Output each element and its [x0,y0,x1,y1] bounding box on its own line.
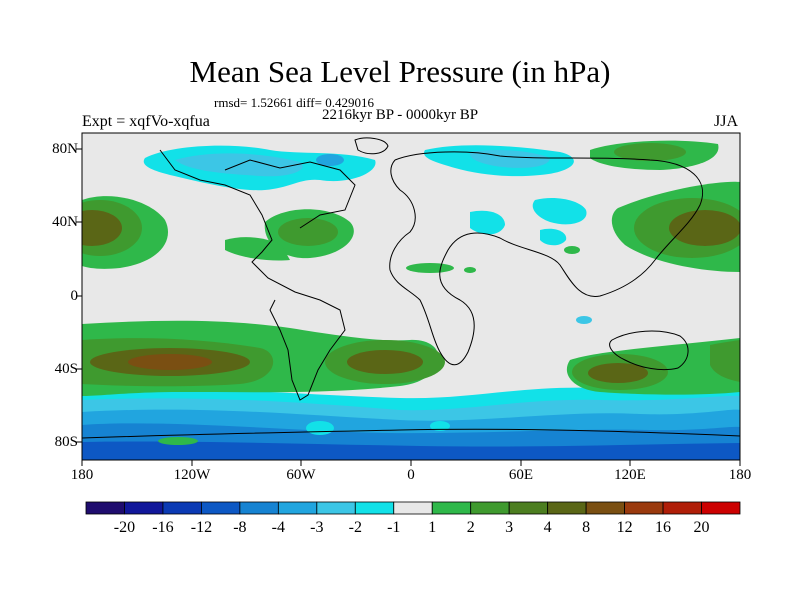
lat-tick-80n: 80N [52,141,78,157]
colorbar [85,501,741,515]
colorbar-swatch [431,501,472,515]
colorbar-label: 3 [505,519,514,536]
map-title: Mean Sea Level Pressure (in hPa) [189,54,611,89]
season-label: JJA [714,113,739,130]
colorbar-label: 4 [543,519,552,536]
south-indian-high-core [588,363,648,383]
colorbar-label: -2 [348,519,362,536]
north-pacific-high-east-core [669,210,740,246]
antarctic-cyan-patch [306,421,334,435]
americas-coast [159,149,346,401]
antarctica-coast [82,428,740,439]
south-atlantic-high-core [347,350,423,374]
colorbar-label: -12 [190,519,213,536]
colorbar-label: 1 [428,519,437,536]
colorbar-label: 20 [693,519,710,536]
period-text: 2216kyr BP - 0000kyr BP [322,107,479,123]
colorbar-swatch [508,501,549,515]
central-asia-low [532,198,587,225]
experiment-label: Expt = xqfVo-xqfua [82,113,210,130]
antarctic-positive-patch [158,437,198,445]
lon-tick-60e: 60E [508,467,534,483]
lon-tick-180e: 180 [728,467,752,483]
lat-tick-40n: 40N [52,214,78,230]
india-positive-patch [564,246,580,254]
antarctic-cyan-patch-2 [430,421,450,431]
colorbar-swatch [624,501,664,515]
colorbar-swatch [470,501,510,515]
caribbean-high [225,237,290,261]
colorbar-label: 8 [582,519,591,536]
arctic-low-west-core [316,154,344,166]
southern-ocean-band-5 [82,441,740,460]
lat-tick-40s: 40S [54,361,78,377]
colorbar-label: 16 [655,519,672,536]
axis-ticks [76,148,741,466]
indian-ocean-low [576,316,592,324]
stats-text: rmsd= 1.52661 diff= 0.429016 [214,95,374,110]
sahara-positive-patch-2 [464,267,476,273]
colorbar-swatch [393,501,433,515]
tasman-high [710,340,740,382]
colorbar-swatch [701,501,741,515]
map-field [82,133,740,460]
coastlines [82,137,740,439]
colorbar-label: -4 [271,519,285,536]
colorbar-swatch [124,501,164,515]
north-atlantic-high-inner [278,218,338,246]
colorbar-swatch [585,501,625,515]
south-pacific-high-max [128,354,212,370]
colorbar-label: -20 [113,519,136,536]
colorbar-swatch [277,501,318,515]
colorbar-label: -16 [152,519,174,536]
colorbar-label: 12 [616,519,633,536]
lon-tick-180w: 180 [70,467,94,483]
canada-coast [224,159,356,229]
siberia-high-inner [614,143,686,161]
eurasia-africa-coast [389,151,703,366]
sahara-positive-patch [406,263,454,273]
colorbar-swatch [316,501,356,515]
lat-tick-0: 0 [70,288,79,304]
colorbar-swatch [662,501,702,515]
middle-east-low [470,210,505,235]
colorbar-label: -1 [387,519,401,536]
colorbar-label: -3 [310,519,324,536]
colorbar-swatch [85,501,125,515]
lat-tick-80s: 80S [54,434,78,450]
colorbar-swatch [547,501,587,515]
australia-coast [609,330,689,371]
lon-tick-120e: 120E [614,467,646,483]
greenland-coast [354,137,389,155]
colorbar-label: 2 [466,519,475,536]
colorbar-swatch [239,501,279,515]
lon-tick-60w: 60W [286,467,316,483]
lon-tick-0: 0 [407,467,415,483]
colorbar-swatch [201,501,241,515]
colorbar-swatch [162,501,202,515]
lon-tick-120w: 120W [173,467,211,483]
colorbar-swatch [354,501,395,515]
north-pacific-high-core [82,210,122,246]
colorbar-label: -8 [233,519,247,536]
asia-low-2 [540,228,567,246]
